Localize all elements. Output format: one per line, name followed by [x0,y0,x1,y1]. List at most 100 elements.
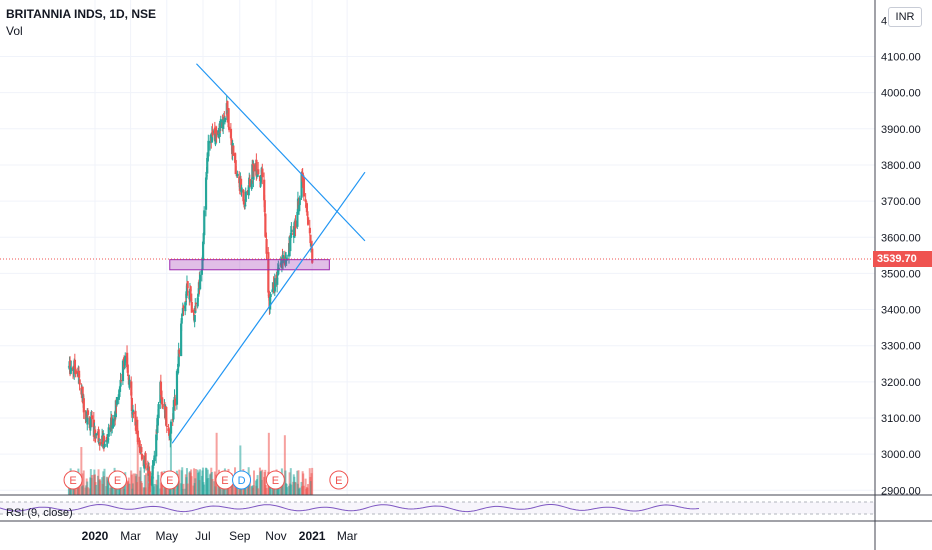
volume-bar [256,475,259,495]
volume-bar [207,478,210,495]
event-circle [108,470,128,490]
volume-bar [290,484,293,495]
volume-bar [282,482,285,495]
volume-bar [215,432,218,495]
candle-body [126,364,129,373]
x-tick-label: 2021 [299,529,326,543]
candle-body [99,442,102,445]
candle-body [260,175,263,183]
candle-body [119,379,122,387]
volume-bar [153,483,156,495]
volume-bar [253,470,256,495]
candle-body [244,191,247,202]
y-tick-label: 3300.00 [881,341,921,353]
candle-body [219,119,222,129]
volume-bar [147,467,150,495]
event-label: E [114,475,121,487]
candle-body [107,427,110,437]
candle-body [228,126,231,131]
x-tick-label: Sep [229,529,251,543]
volume-bar [269,484,272,495]
x-tick-label: Nov [265,529,286,543]
candle-body [161,404,164,407]
candle-body [180,323,183,357]
candle-body [296,211,299,227]
y-tick-label: 3000.00 [881,449,921,461]
event-circle [63,470,83,490]
volume-bar [201,467,204,495]
candle-body [165,425,168,427]
candle-body [140,447,143,453]
candle-body [124,355,127,363]
candle-body [248,178,252,187]
candle-body [285,259,288,261]
candle-body [194,302,198,305]
volume-bar [289,468,292,495]
volume-bar [132,473,135,495]
volume-bar [190,476,193,495]
candle-body [130,381,133,396]
volume-bar [284,470,287,495]
volume-bar [294,482,297,495]
volume-bar [213,471,216,495]
volume-bar [211,478,214,495]
candle-body [132,412,135,414]
volume-bar [91,475,94,495]
event-label: E [221,475,228,487]
y-tick-label: 4100.00 [881,52,921,64]
candle-body [263,200,266,213]
event-marker: E [265,470,285,490]
candle-body [89,417,93,427]
candle-body [267,252,270,293]
candle-body [172,407,175,420]
candle-body [257,169,260,175]
rsi-band [0,502,875,514]
candle-body [200,269,203,275]
event-marker: E [215,470,235,490]
candle-body [103,443,106,448]
volume-bar [140,482,143,495]
candle-body [178,349,181,354]
candle-body [120,380,123,382]
volume-bar [178,469,181,495]
volume-bar [311,467,314,495]
candle-body [184,302,187,312]
volume-bar [81,473,84,495]
candle-body [70,368,73,371]
volume-bar [265,488,268,495]
candle-body [102,435,106,446]
candle-body [273,278,276,292]
volume-bar [115,486,118,495]
volume-bar [128,483,131,495]
event-circle [232,470,252,490]
currency-button[interactable]: INR [888,7,922,27]
candle-body [136,419,139,434]
volume-bar [186,483,189,495]
candle-body [148,471,151,482]
volume-bar [239,445,242,495]
candle-body [201,241,205,261]
volume-bar [130,474,133,495]
volume-bar [99,480,102,495]
rsi-pane [0,501,875,515]
candle-body [152,460,155,466]
volume-bar [199,469,202,495]
y-tick-label: 3500.00 [881,268,921,280]
y-tick-label: 3200.00 [881,377,921,389]
candle-body [247,185,250,196]
candle-body [290,229,293,233]
candle-body [263,179,266,201]
candle-body [227,108,230,128]
candle-body [134,427,138,429]
volume-bar [185,468,188,495]
candle-body [222,119,225,129]
volume-bar [103,468,106,495]
candle-body [215,130,218,136]
candle-body [86,410,90,415]
candle-body [82,398,85,413]
candle-body [136,430,139,443]
candle-body [190,301,193,313]
candle-body [172,401,176,410]
